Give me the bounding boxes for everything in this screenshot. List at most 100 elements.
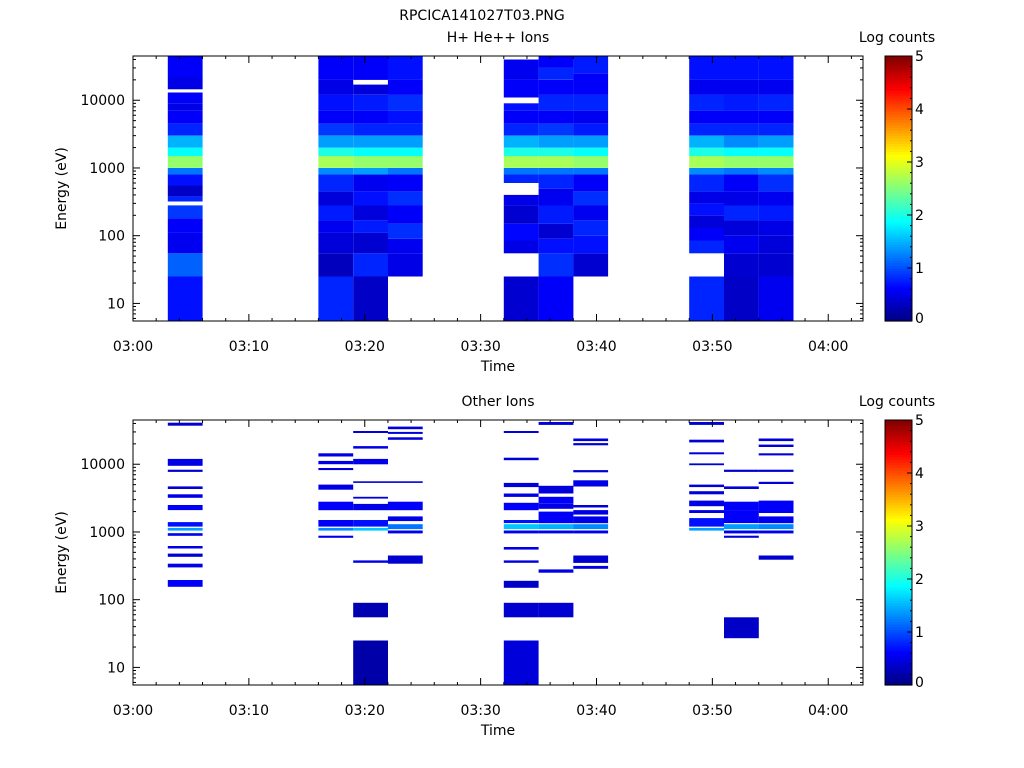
heatmap-cell (387, 79, 423, 95)
heatmap-cell (167, 218, 203, 233)
x-tick-label: 03:20 (345, 339, 385, 355)
heatmap-cell (387, 174, 423, 192)
colorbar-segment (885, 283, 912, 288)
colorbar-segment (885, 180, 912, 184)
figure-title: RPCICA141027T03.PNG (399, 8, 564, 24)
heatmap-cell (758, 500, 794, 513)
heatmap-cell (167, 185, 203, 197)
colorbar-segment (885, 647, 912, 652)
heatmap-cell (573, 253, 609, 277)
colorbar-segment (885, 677, 912, 681)
heatmap-cell (573, 174, 609, 192)
heatmap-cell (689, 123, 724, 136)
heatmap-cell (387, 238, 423, 254)
colorbar-tick-label: 4 (915, 102, 924, 118)
heatmap-cell (387, 156, 423, 168)
heatmap-cell (758, 191, 794, 206)
heatmap-cell (167, 505, 203, 511)
heatmap-cell (353, 123, 388, 136)
colorbar-segment (885, 427, 912, 432)
heatmap-cell (318, 484, 354, 490)
colorbar-segment (885, 637, 912, 641)
heatmap-cell (167, 276, 203, 321)
colorbar-segment (885, 597, 912, 601)
heatmap-cell (573, 438, 609, 442)
colorbar-segment (885, 669, 912, 673)
colorbar-segment (885, 69, 912, 73)
heatmap-cell (538, 135, 574, 148)
colorbar-segment (885, 101, 912, 105)
colorbar-segment (885, 438, 912, 442)
colorbar-segment (885, 666, 912, 670)
colorbar-segment (885, 536, 912, 540)
colorbar-segment (885, 199, 912, 203)
x-tick-label: 03:20 (345, 703, 385, 719)
heatmap-cell (724, 510, 759, 524)
colorbar-segment (885, 233, 912, 237)
heatmap-cell (724, 147, 759, 157)
heatmap-cell (538, 276, 574, 321)
colorbar-segment (885, 549, 912, 554)
heatmap-cell (573, 480, 609, 487)
heatmap-cell (758, 469, 794, 472)
heatmap-cell (387, 123, 423, 136)
heatmap-cell (167, 563, 203, 568)
heatmap-cell (724, 524, 759, 530)
heatmap-cell (538, 110, 574, 124)
colorbar-segment (885, 576, 912, 580)
heatmap-cell (538, 67, 574, 80)
colorbar-segment (885, 555, 912, 559)
heatmap-cell (503, 520, 539, 524)
heatmap-cell (758, 79, 794, 95)
heatmap-cell (353, 503, 388, 511)
colorbar-segment (885, 278, 912, 282)
colorbar-segment (885, 502, 912, 506)
colorbar-segment (885, 159, 912, 163)
heatmap-cell (573, 505, 609, 508)
heatmap-cell (724, 220, 759, 236)
x-tick-label: 03:10 (229, 703, 269, 719)
colorbar-segment (885, 475, 912, 479)
heatmap-cell (758, 56, 794, 80)
heatmap-cell (758, 235, 794, 254)
colorbar-segment (885, 544, 912, 548)
heatmap-cell (353, 205, 388, 221)
heatmap-cell (689, 527, 724, 531)
heatmap-cell (573, 524, 609, 530)
heatmap-cell (318, 468, 354, 471)
colorbar-segment (885, 85, 912, 89)
colorbar-segment (885, 191, 912, 195)
colorbar-segment (885, 58, 912, 62)
y-tick-label: 10000 (80, 457, 125, 473)
heatmap-cell (538, 253, 574, 277)
heatmap-cell (353, 481, 388, 483)
heatmap-cell (353, 135, 388, 148)
colorbar-segment (885, 294, 912, 298)
colorbar-segment (885, 114, 912, 118)
colorbar-segment (885, 499, 912, 503)
heatmap-cells (167, 422, 794, 685)
heatmap-cell (387, 110, 423, 124)
heatmap-cell (538, 511, 574, 524)
heatmap-cell (689, 276, 724, 321)
colorbar-segment (885, 483, 912, 487)
heatmap-cell (167, 168, 203, 175)
colorbar-segment (885, 465, 912, 469)
heatmap-cell (387, 437, 423, 440)
heatmap-cell (503, 135, 539, 148)
colorbar-segment (885, 653, 912, 657)
heatmap-cell (318, 79, 354, 95)
colorbar-tick-label: 0 (915, 675, 924, 691)
heatmap-cell (724, 486, 759, 489)
colorbar-segment (885, 480, 912, 485)
heatmap-cell (689, 491, 724, 495)
heatmap-cell (758, 481, 794, 484)
colorbar-segment (885, 222, 912, 227)
colorbar-frame (884, 55, 913, 322)
heatmap-cell (573, 191, 609, 206)
heatmap-cell (573, 470, 609, 473)
colorbar-segment (885, 470, 912, 474)
y-tick-label: 1000 (89, 161, 125, 177)
x-tick-label: 03:40 (576, 339, 616, 355)
heatmap-cell (573, 168, 609, 175)
